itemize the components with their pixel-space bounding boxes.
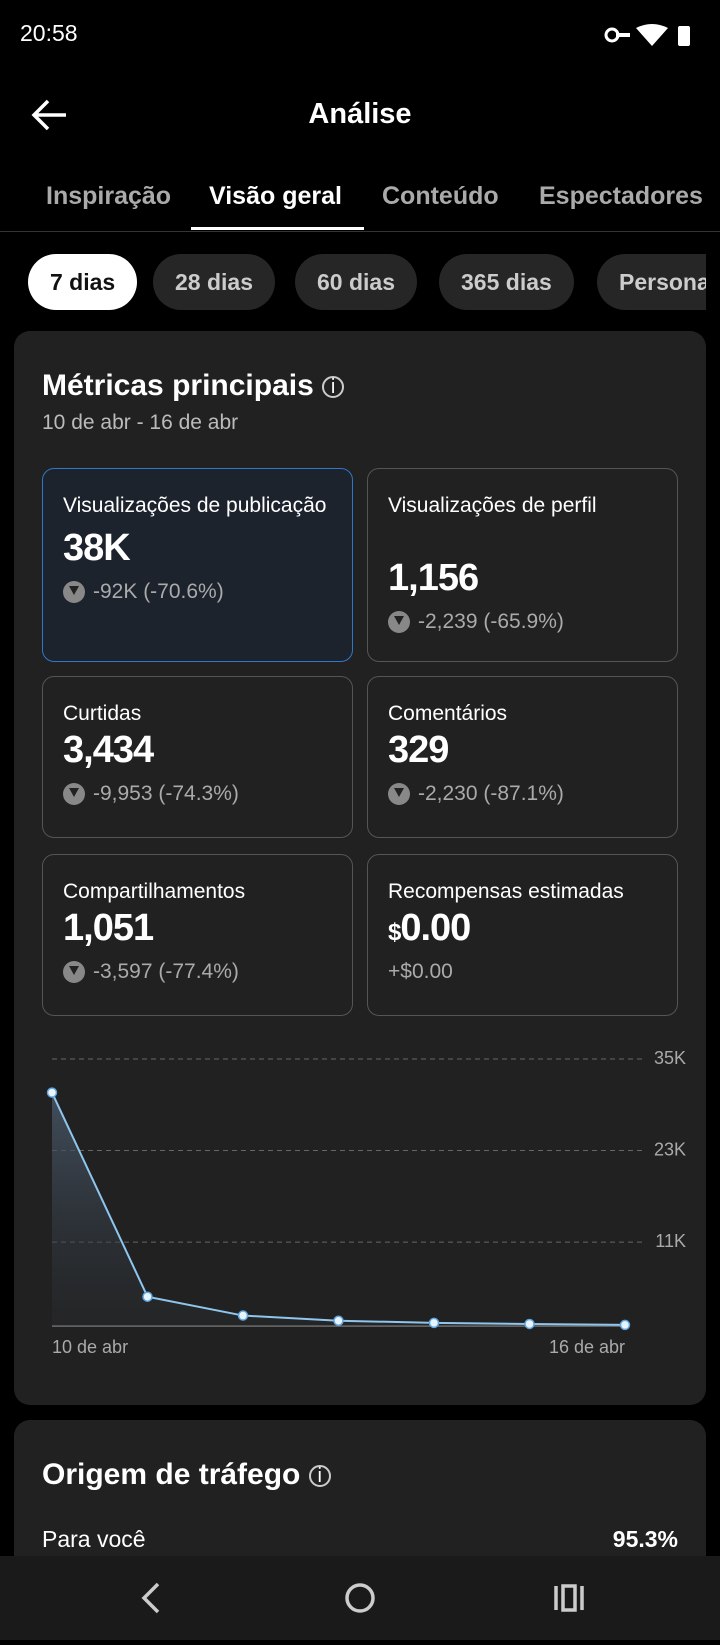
nav-back[interactable] [141, 1582, 160, 1614]
tab[interactable]: Visão geral [209, 182, 342, 210]
metric-label: Recompensas estimadas [388, 880, 624, 903]
title-text: Métricas principais [42, 369, 314, 402]
nav-home[interactable] [345, 1583, 375, 1613]
period-chips: 7 dias 28 dias 60 dias 365 dias Personal… [0, 254, 706, 310]
point [46, 1087, 58, 1098]
metric-change: -2,230 (-87.1%) [388, 782, 657, 806]
tab[interactable]: Espectadores [539, 182, 703, 210]
info-icon[interactable]: i [308, 1465, 331, 1488]
amount: 0.00 [400, 907, 471, 949]
metric-change: -92K (-70.6%) [63, 580, 332, 604]
metric-change: -3,597 (-77.4%) [63, 960, 332, 984]
x-tick-label: 16 de abr [549, 1337, 625, 1357]
metric-change: -2,239 (-65.9%) [388, 610, 657, 634]
chart: 11K 23K 35K 10 de abr 16 de abr [46, 1048, 686, 1357]
currency: $ [388, 919, 401, 946]
metric-card[interactable]: Visualizações de perfil 1,156 -2,239 (-6… [367, 468, 678, 662]
change-text: -92K (-70.6%) [93, 580, 224, 603]
metric-value: $0.00 [388, 907, 657, 950]
point [428, 1317, 440, 1329]
title-text: Origem de tráfego [42, 1458, 301, 1491]
nav-icons [141, 1582, 584, 1614]
system-icons [604, 24, 690, 46]
metric-value: 38K [63, 527, 131, 569]
metric-value: 3,434 [63, 729, 154, 771]
tab[interactable]: Conteúdo [382, 182, 499, 210]
traffic-label: Para você [42, 1526, 146, 1552]
point [619, 1319, 631, 1331]
metric-card[interactable]: Comentários 329 -2,230 (-87.1%) [367, 676, 678, 838]
metric-value: 1,051 [63, 907, 154, 949]
metric-change: +$0.00 [388, 960, 657, 984]
metric-card[interactable]: Curtidas 3,434 -9,953 (-74.3%) [42, 676, 353, 838]
y-tick-label: 35K [654, 1048, 686, 1068]
info-icon[interactable]: i [322, 376, 345, 399]
chip[interactable]: 28 dias [153, 254, 275, 310]
tab-bar: Inspiração Visão geral Conteúdo Espectad… [0, 182, 720, 232]
metric-change: -9,953 (-74.3%) [63, 782, 332, 806]
section-title: Métricas principais i [42, 369, 345, 403]
y-tick-label: 11K [655, 1231, 686, 1251]
chip[interactable]: 60 dias [295, 254, 417, 310]
y-tick-label: 23K [654, 1139, 686, 1159]
change-text: -3,597 (-77.4%) [93, 960, 239, 983]
metric-label: Comentários [388, 702, 508, 725]
metric-card[interactable]: Recompensas estimadas $0.00 +$0.00 [367, 854, 678, 1016]
back-button[interactable] [30, 98, 70, 132]
metric-label: Curtidas [63, 702, 142, 725]
metric-card[interactable]: Compartilhamentos 1,051 -3,597 (-77.4%) [42, 854, 353, 1016]
point [333, 1315, 344, 1326]
tab[interactable]: Inspiração [46, 182, 172, 210]
section-title: Origem de tráfego i [42, 1458, 331, 1492]
chip[interactable]: 365 dias [439, 254, 574, 310]
nav-bar [0, 1556, 720, 1640]
chip[interactable]: 7 dias [28, 254, 138, 310]
metric-label: Visualizações de perfil [388, 494, 597, 517]
change-text: -2,239 (-65.9%) [418, 610, 564, 633]
nav-recent[interactable] [554, 1584, 584, 1612]
change-text: -2,230 (-87.1%) [418, 782, 564, 805]
date-range: 10 de abr - 16 de abr [42, 411, 239, 434]
change-text: +$0.00 [388, 960, 453, 983]
tab-indicator [191, 227, 364, 230]
metric-label: Visualizações de publicação [63, 494, 327, 517]
page-title: Análise [308, 98, 412, 130]
area [52, 1092, 625, 1326]
point [237, 1310, 249, 1321]
chip[interactable]: Personalizado [597, 254, 706, 310]
metrics-panel: Métricas principais i 10 de abr - 16 de … [14, 331, 706, 1405]
traffic-value: 95.3% [612, 1526, 678, 1552]
point [142, 1291, 153, 1302]
change-text: -9,953 (-74.3%) [93, 782, 239, 805]
metric-value: 1,156 [388, 557, 479, 599]
status-icons [602, 22, 692, 48]
time: 20:58 [20, 20, 78, 46]
metric-value: 329 [388, 729, 449, 771]
metric-card[interactable]: Visualizações de publicação 38K -92K (-7… [42, 468, 353, 662]
metric-label: Compartilhamentos [63, 880, 246, 903]
x-tick-label: 10 de abr [52, 1337, 128, 1357]
point [524, 1318, 535, 1330]
